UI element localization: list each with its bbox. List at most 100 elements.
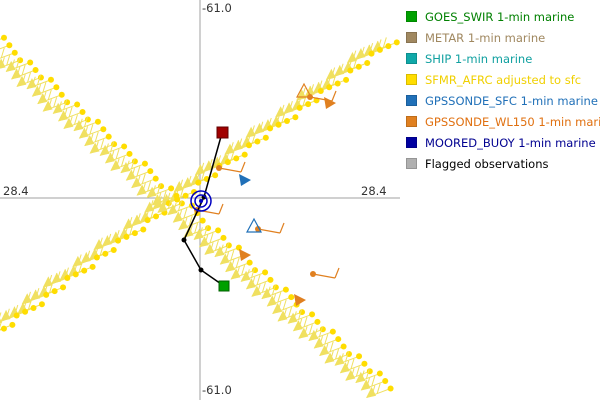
sfmr-observation-dot[interactable] bbox=[288, 294, 295, 301]
sfmr-observation-dot[interactable] bbox=[74, 101, 81, 108]
sfmr-observation-dot[interactable] bbox=[212, 172, 219, 179]
sfmr-observation-dot[interactable] bbox=[246, 259, 253, 266]
sfmr-observation-dot[interactable] bbox=[241, 151, 248, 158]
sonde-triangle-icon[interactable] bbox=[245, 217, 263, 233]
sfmr-observation-dot[interactable] bbox=[224, 159, 231, 166]
sfmr-observation-dot[interactable] bbox=[262, 269, 269, 276]
sfmr-observation-dot[interactable] bbox=[140, 226, 147, 233]
sfmr-observation-dot[interactable] bbox=[334, 80, 341, 87]
sfmr-observation-dot[interactable] bbox=[233, 155, 240, 162]
wind-plot-canvas[interactable] bbox=[0, 0, 400, 400]
sfmr-observation-dot[interactable] bbox=[9, 321, 16, 328]
sfmr-observation-dot[interactable] bbox=[376, 46, 383, 53]
sfmr-observation-dot[interactable] bbox=[368, 50, 375, 57]
sfmr-observation-dot[interactable] bbox=[0, 325, 7, 332]
sfmr-observation-dot[interactable] bbox=[64, 275, 71, 282]
sfmr-observation-dot[interactable] bbox=[93, 254, 100, 261]
track-end-marker-icon[interactable] bbox=[218, 280, 230, 292]
sfmr-observation-dot[interactable] bbox=[147, 168, 154, 175]
sfmr-observation-dot[interactable] bbox=[94, 118, 101, 125]
sfmr-observation-dot[interactable] bbox=[11, 49, 18, 56]
sfmr-observation-dot[interactable] bbox=[38, 301, 45, 308]
sfmr-observation-dot[interactable] bbox=[267, 125, 274, 132]
gpssonde-wl150-dot[interactable] bbox=[216, 165, 222, 171]
sfmr-observation-dot[interactable] bbox=[22, 308, 29, 315]
sfmr-observation-dot[interactable] bbox=[102, 250, 109, 257]
sfmr-observation-dot[interactable] bbox=[144, 217, 151, 224]
sfmr-observation-dot[interactable] bbox=[43, 291, 50, 298]
sfmr-observation-dot[interactable] bbox=[275, 121, 282, 128]
sfmr-observation-dot[interactable] bbox=[115, 237, 122, 244]
sonde-triangle-icon[interactable] bbox=[295, 82, 313, 98]
sfmr-observation-dot[interactable] bbox=[47, 76, 54, 83]
sfmr-observation-dot[interactable] bbox=[60, 284, 67, 291]
legend-item[interactable]: SHIP 1-min marine bbox=[406, 48, 600, 69]
sfmr-observation-dot[interactable] bbox=[385, 43, 392, 50]
sfmr-observation-dot[interactable] bbox=[245, 142, 252, 149]
sfmr-observation-dot[interactable] bbox=[121, 143, 128, 150]
sfmr-observation-dot[interactable] bbox=[340, 343, 347, 350]
storm-track-point[interactable] bbox=[198, 267, 204, 273]
sfmr-observation-dot[interactable] bbox=[182, 192, 189, 199]
sfmr-observation-dot[interactable] bbox=[361, 360, 368, 367]
sfmr-observation-dot[interactable] bbox=[51, 288, 58, 295]
sfmr-observation-dot[interactable] bbox=[296, 104, 303, 111]
sfmr-observation-dot[interactable] bbox=[355, 63, 362, 70]
sfmr-observation-dot[interactable] bbox=[364, 59, 371, 66]
sfmr-observation-dot[interactable] bbox=[335, 336, 342, 343]
legend-item[interactable]: MOORED_BUOY 1-min marine bbox=[406, 132, 600, 153]
sfmr-observation-dot[interactable] bbox=[30, 304, 37, 311]
sfmr-observation-dot[interactable] bbox=[173, 192, 180, 199]
plot-area[interactable]: -61.0 -61.0 28.4 28.4 bbox=[0, 0, 400, 400]
sfmr-observation-dot[interactable] bbox=[282, 286, 289, 293]
moored-buoy-center-icon[interactable] bbox=[199, 199, 203, 203]
sfmr-observation-dot[interactable] bbox=[153, 213, 160, 220]
sfmr-observation-dot[interactable] bbox=[168, 185, 175, 192]
storm-track-point[interactable] bbox=[181, 237, 187, 243]
legend-item[interactable]: SFMR_AFRC adjusted to sfc bbox=[406, 69, 600, 90]
sfmr-observation-dot[interactable] bbox=[126, 150, 133, 157]
sfmr-observation-dot[interactable] bbox=[110, 247, 117, 254]
sfmr-observation-dot[interactable] bbox=[220, 234, 227, 241]
sfmr-observation-dot[interactable] bbox=[152, 175, 159, 182]
gpssonde-wl150-dot[interactable] bbox=[310, 271, 316, 277]
sfmr-observation-dot[interactable] bbox=[72, 271, 79, 278]
sfmr-observation-dot[interactable] bbox=[305, 101, 312, 108]
sfmr-observation-dot[interactable] bbox=[254, 138, 261, 145]
sfmr-observation-dot[interactable] bbox=[262, 134, 269, 141]
sfmr-observation-dot[interactable] bbox=[317, 88, 324, 95]
sfmr-observation-dot[interactable] bbox=[329, 328, 336, 335]
sfmr-observation-dot[interactable] bbox=[393, 39, 400, 46]
sfmr-observation-dot[interactable] bbox=[326, 84, 333, 91]
sfmr-observation-dot[interactable] bbox=[81, 267, 88, 274]
sfmr-observation-dot[interactable] bbox=[347, 67, 354, 74]
legend-item[interactable]: GPSSONDE_WL150 1-min marine bbox=[406, 111, 600, 132]
legend-item[interactable]: Flagged observations bbox=[406, 153, 600, 174]
sfmr-observation-dot[interactable] bbox=[309, 311, 316, 318]
sfmr-observation-dot[interactable] bbox=[267, 276, 274, 283]
sfmr-observation-dot[interactable] bbox=[382, 378, 389, 385]
sfmr-observation-dot[interactable] bbox=[131, 230, 138, 237]
sfmr-observation-dot[interactable] bbox=[215, 227, 222, 234]
legend-item[interactable]: METAR 1-min marine bbox=[406, 27, 600, 48]
sfmr-observation-dot[interactable] bbox=[292, 114, 299, 121]
sfmr-observation-dot[interactable] bbox=[32, 66, 39, 73]
gpssonde-wl150-dot[interactable] bbox=[255, 226, 261, 232]
sfmr-observation-dot[interactable] bbox=[314, 318, 321, 325]
sfmr-observation-dot[interactable] bbox=[89, 263, 96, 270]
sfmr-observation-dot[interactable] bbox=[356, 353, 363, 360]
sfmr-observation-dot[interactable] bbox=[387, 385, 394, 392]
track-start-marker-icon[interactable] bbox=[216, 126, 229, 139]
sfmr-observation-dot[interactable] bbox=[199, 217, 206, 224]
legend-item[interactable]: GOES_SWIR 1-min marine bbox=[406, 6, 600, 27]
sfmr-observation-dot[interactable] bbox=[53, 84, 60, 91]
sfmr-observation-dot[interactable] bbox=[141, 160, 148, 167]
sfmr-observation-dot[interactable] bbox=[100, 126, 107, 133]
sfmr-observation-dot[interactable] bbox=[6, 42, 13, 49]
sfmr-observation-dot[interactable] bbox=[105, 133, 112, 140]
sfmr-observation-dot[interactable] bbox=[343, 76, 350, 83]
legend-item[interactable]: GPSSONDE_SFC 1-min marine bbox=[406, 90, 600, 111]
sfmr-observation-dot[interactable] bbox=[195, 179, 202, 186]
sfmr-observation-dot[interactable] bbox=[13, 312, 20, 319]
sfmr-observation-dot[interactable] bbox=[376, 370, 383, 377]
